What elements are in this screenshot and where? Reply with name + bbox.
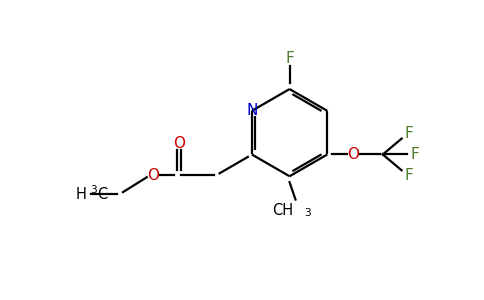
Text: C: C bbox=[97, 187, 107, 202]
Text: N: N bbox=[246, 103, 257, 118]
Text: F: F bbox=[404, 168, 413, 183]
Text: O: O bbox=[173, 136, 185, 151]
Text: O: O bbox=[347, 147, 359, 162]
Text: F: F bbox=[410, 147, 419, 162]
Text: O: O bbox=[147, 168, 159, 183]
Text: F: F bbox=[285, 51, 294, 66]
Text: 3: 3 bbox=[90, 185, 97, 195]
Text: 3: 3 bbox=[304, 208, 311, 218]
Text: F: F bbox=[404, 126, 413, 141]
Text: H: H bbox=[76, 187, 87, 202]
Text: CH: CH bbox=[272, 203, 293, 218]
